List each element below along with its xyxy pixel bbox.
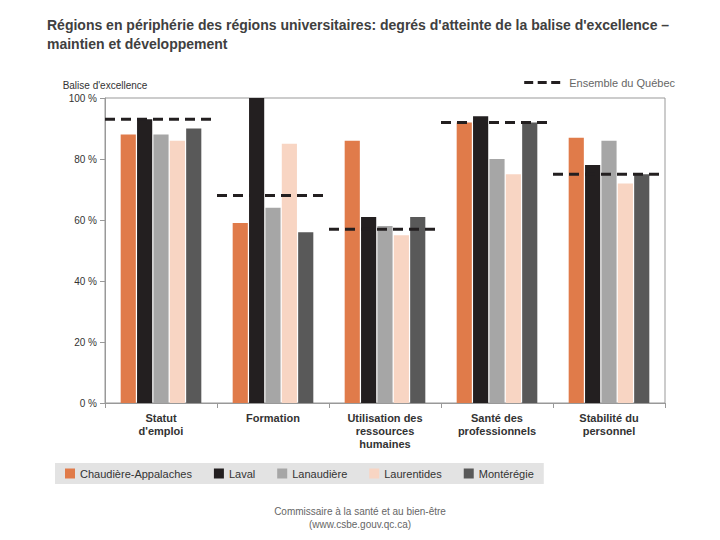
svg-text:Utilisation des: Utilisation des	[347, 412, 422, 424]
svg-text:ressources: ressources	[356, 425, 415, 437]
svg-text:60 %: 60 %	[74, 215, 97, 226]
svg-text:d'emploi: d'emploi	[139, 425, 184, 437]
svg-text:100 %: 100 %	[69, 93, 97, 104]
svg-text:20 %: 20 %	[74, 337, 97, 348]
svg-text:Chaudière-Appalaches: Chaudière-Appalaches	[80, 468, 192, 480]
svg-text:Formation: Formation	[246, 412, 300, 424]
svg-text:80 %: 80 %	[74, 154, 97, 165]
svg-text:personnel: personnel	[583, 425, 636, 437]
svg-text:Balise d'excellence: Balise d'excellence	[63, 80, 148, 91]
svg-text:0 %: 0 %	[80, 398, 97, 409]
svg-text:humaines: humaines	[359, 438, 410, 450]
svg-text:Ensemble du Québec: Ensemble du Québec	[569, 77, 675, 89]
svg-text:Montérégie: Montérégie	[479, 468, 534, 480]
svg-text:maintien et développement: maintien et développement	[47, 36, 228, 52]
svg-text:(www.csbe.gouv.qc.ca): (www.csbe.gouv.qc.ca)	[309, 519, 411, 530]
svg-text:Stabilité du: Stabilité du	[579, 412, 638, 424]
svg-text:Laval: Laval	[229, 468, 255, 480]
svg-text:40 %: 40 %	[74, 276, 97, 287]
svg-text:Régions en périphérie des régi: Régions en périphérie des régions univer…	[47, 17, 669, 33]
svg-text:Commissaire à la santé et au b: Commissaire à la santé et au bien-être	[274, 506, 446, 517]
svg-text:Statut: Statut	[145, 412, 177, 424]
svg-text:professionnels: professionnels	[458, 425, 536, 437]
svg-text:Lanaudière: Lanaudière	[292, 468, 347, 480]
svg-text:Santé des: Santé des	[471, 412, 523, 424]
svg-text:Laurentides: Laurentides	[384, 468, 442, 480]
